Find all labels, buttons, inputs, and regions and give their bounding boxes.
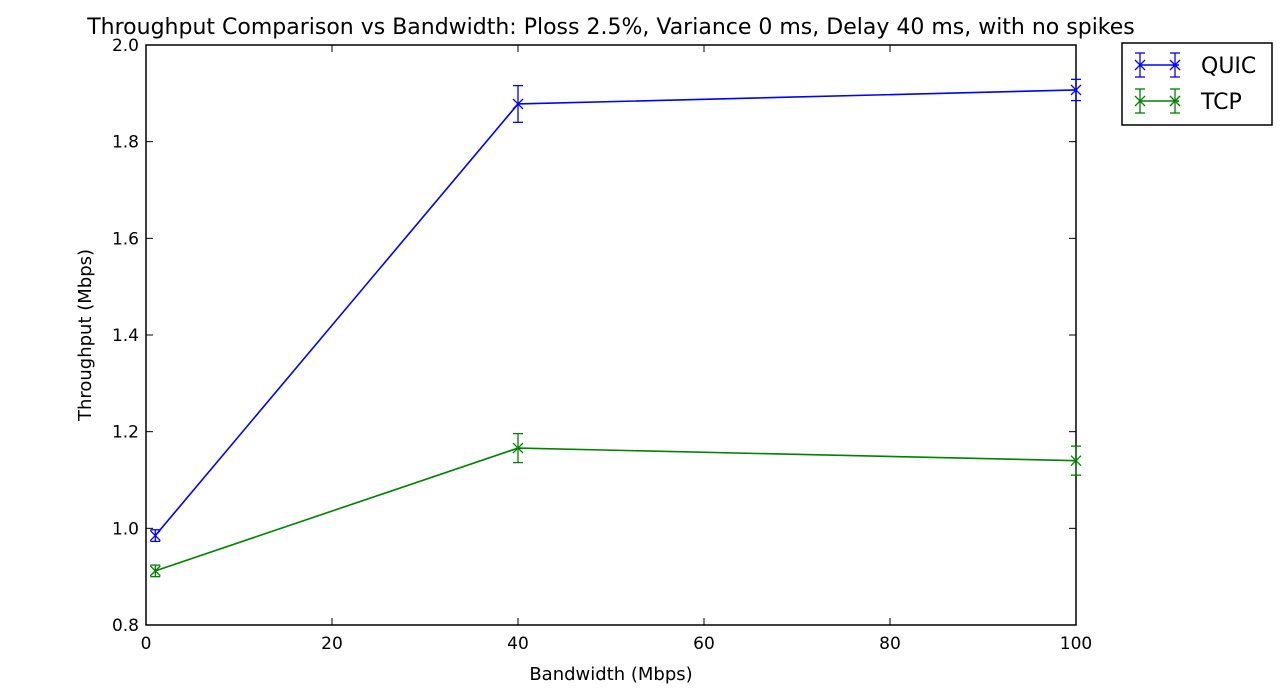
legend-marker-quic [1134, 59, 1146, 71]
series-tcp [149, 432, 1082, 578]
plot-frame [145, 44, 1077, 626]
x-tick-label: 0 [141, 634, 152, 654]
plot-area [145, 44, 1077, 626]
y-tick-label: 1.6 [112, 229, 139, 249]
data-point-quic [149, 530, 161, 542]
data-point-quic [512, 98, 524, 110]
x-axis-label: Bandwidth (Mbps) [529, 664, 692, 685]
series-line-tcp [155, 447, 1077, 572]
y-axis-ticks: 0.8 1.0 1.2 1.4 1.6 1.8 2.0 [112, 36, 1076, 636]
y-tick-label: 1.4 [112, 326, 139, 346]
y-axis-label: Throughput (Mbps) [75, 249, 96, 422]
legend-label-quic: QUIC [1201, 54, 1256, 79]
chart-title: Throughput Comparison vs Bandwidth: Plos… [86, 15, 1135, 40]
legend-marker-tcp [1134, 95, 1146, 107]
data-point-tcp [149, 565, 161, 577]
data-point-quic [1070, 84, 1082, 96]
legend: QUIC TCP [1121, 42, 1273, 126]
data-point-tcp [512, 442, 524, 454]
series-layer [149, 78, 1082, 578]
x-tick-label: 100 [1060, 634, 1092, 654]
y-tick-label: 1.0 [112, 519, 139, 539]
legend-marker-quic [1169, 59, 1181, 71]
series-line-quic [154, 89, 1077, 537]
legend-box [1121, 42, 1273, 126]
series-quic [149, 78, 1082, 543]
y-tick-label: 2.0 [112, 36, 139, 56]
y-tick-label: 0.8 [112, 616, 139, 636]
legend-label-tcp: TCP [1200, 90, 1242, 115]
x-tick-label: 40 [507, 634, 529, 654]
data-point-tcp [1070, 455, 1082, 467]
y-tick-label: 1.2 [112, 423, 139, 443]
y-tick-label: 1.8 [112, 133, 139, 153]
x-axis-ticks: 0 20 40 60 80 100 [141, 45, 1092, 654]
legend-marker-tcp [1169, 95, 1181, 107]
x-tick-label: 20 [321, 634, 343, 654]
x-tick-label: 60 [693, 634, 715, 654]
x-tick-label: 80 [879, 634, 901, 654]
